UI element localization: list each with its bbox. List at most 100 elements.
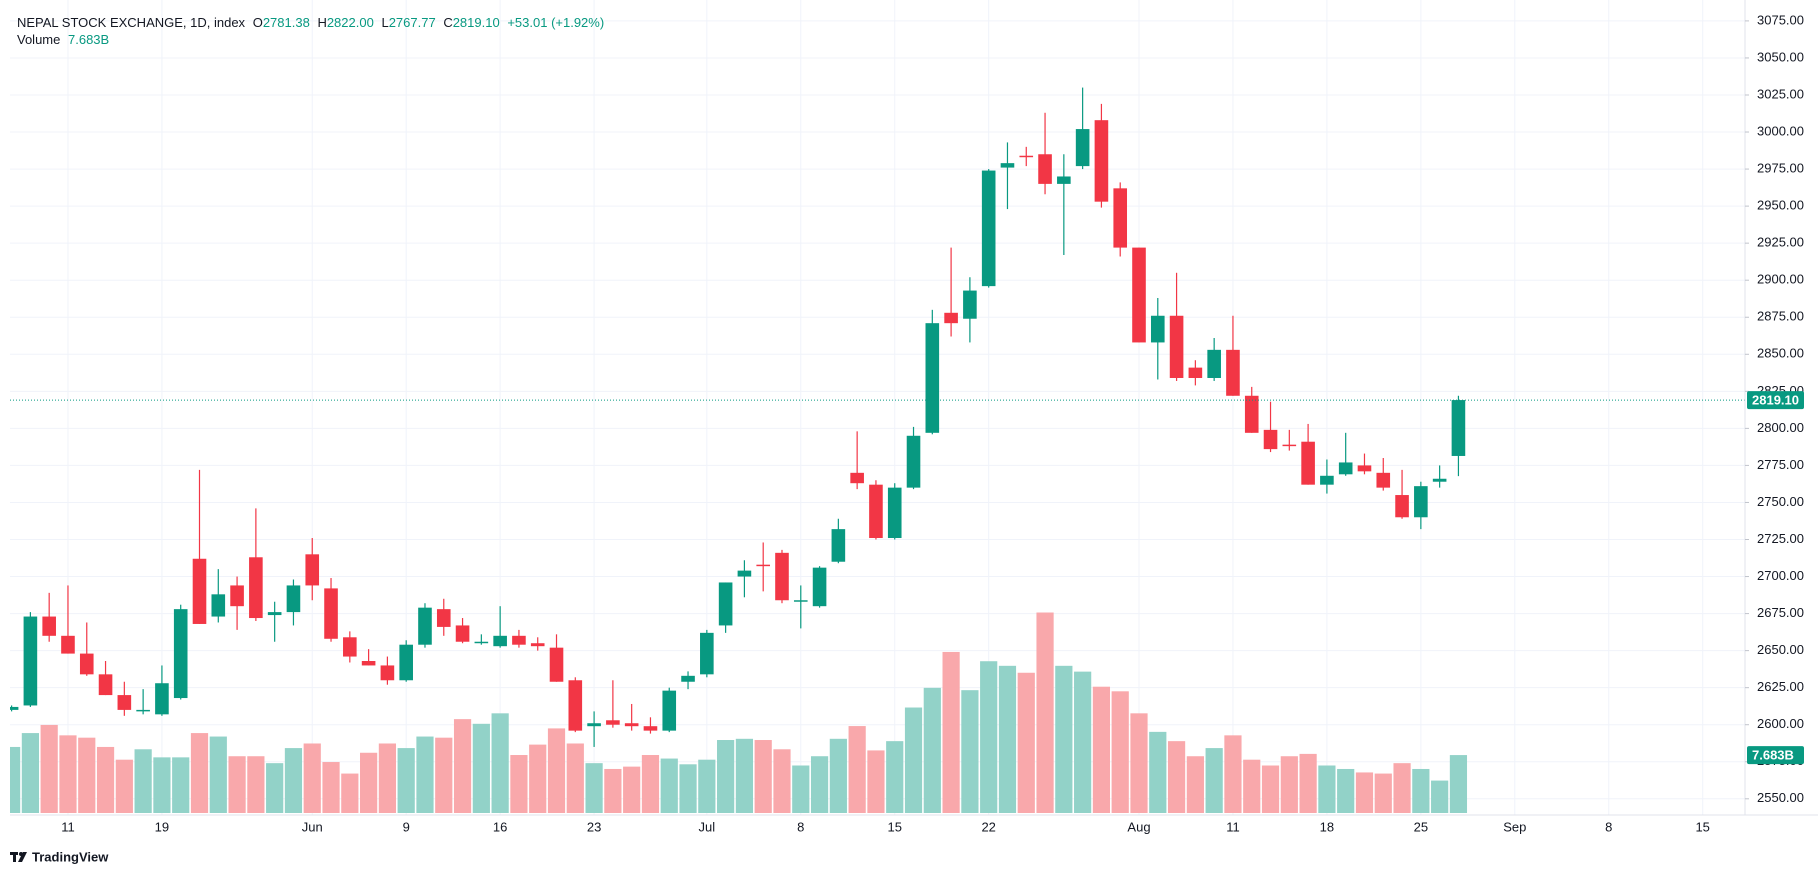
- candle-body: [700, 632, 714, 675]
- y-tick-label: 2925.00: [1757, 235, 1804, 250]
- logo-part: [13, 852, 16, 862]
- candle-body: [286, 585, 301, 613]
- volume-bar: [1337, 768, 1355, 813]
- candle-body: [1395, 495, 1409, 518]
- candle-body: [79, 653, 94, 675]
- candle-body: [1150, 315, 1165, 343]
- candle-body: [850, 472, 864, 484]
- volume-bar: [40, 724, 58, 813]
- legend-volume: Volume 7.683B: [17, 32, 109, 47]
- candle-body: [211, 594, 226, 617]
- volume-label: Volume: [17, 32, 60, 47]
- y-tick-label: 2675.00: [1757, 605, 1804, 620]
- candle-body: [493, 635, 507, 647]
- high-value: 2822.00: [327, 15, 374, 30]
- volume-bar: [1393, 763, 1411, 813]
- candle-body: [549, 647, 564, 682]
- volume-bar: [1318, 765, 1336, 813]
- axes: 2550.002575.002600.002625.002650.002675.…: [61, 12, 1804, 834]
- volume-bar: [679, 764, 697, 813]
- volume-bar: [510, 755, 528, 813]
- candle-body: [1320, 475, 1334, 485]
- volume-bar: [585, 763, 603, 813]
- volume-bar: [209, 736, 227, 813]
- volume-bar: [190, 733, 209, 813]
- y-tick-label: 2625.00: [1757, 679, 1804, 694]
- candle-body: [305, 554, 320, 586]
- volume-bar: [867, 750, 885, 813]
- candle-body: [963, 290, 977, 319]
- candle-body: [1038, 154, 1052, 184]
- candle-body: [380, 665, 395, 681]
- close-label: C: [443, 15, 452, 30]
- candle-body: [267, 612, 282, 616]
- candle-body: [512, 635, 526, 645]
- volume-bar: [21, 733, 39, 813]
- y-tick-label: 2600.00: [1757, 716, 1804, 731]
- volume-bar: [1261, 765, 1280, 813]
- candle-body: [1019, 155, 1034, 158]
- y-tick-label: 2700.00: [1757, 568, 1804, 583]
- volume-bar: [848, 726, 866, 813]
- x-tick-label: 18: [1320, 819, 1334, 834]
- volume-bar: [435, 737, 453, 813]
- volume-bar: [1449, 755, 1468, 813]
- x-tick-label: 15: [887, 819, 901, 834]
- y-tick-label: 2900.00: [1757, 272, 1804, 287]
- x-tick-label: 8: [1605, 819, 1612, 834]
- volume-bar: [1055, 665, 1073, 813]
- candle-body: [1338, 462, 1353, 475]
- x-tick-label: Sep: [1503, 819, 1526, 834]
- x-tick-label: 25: [1414, 819, 1428, 834]
- candle-body: [606, 720, 620, 725]
- x-tick-label: 8: [797, 819, 804, 834]
- x-tick-label: Jun: [302, 819, 323, 834]
- volume-bar: [641, 755, 660, 813]
- candle-body: [1414, 486, 1428, 518]
- x-tick-label: Jul: [699, 819, 716, 834]
- candle-body: [136, 709, 150, 712]
- candle-body: [981, 170, 996, 287]
- volume-bar: [78, 737, 96, 813]
- brand[interactable]: TradingView: [32, 849, 109, 864]
- price-tag-label: 2819.10: [1752, 393, 1799, 408]
- candle-body: [1244, 395, 1259, 433]
- volume-bar: [1092, 686, 1111, 813]
- volume-bar: [284, 748, 303, 813]
- volume-bar: [153, 757, 171, 813]
- volume-bar: [623, 766, 641, 813]
- candle-body: [361, 661, 376, 666]
- open-value: 2781.38: [263, 15, 310, 30]
- candle-body: [1376, 472, 1391, 488]
- volume-bar: [998, 665, 1017, 813]
- low-label: L: [381, 15, 388, 30]
- candle-body: [1301, 441, 1315, 485]
- volume-bar: [566, 743, 584, 813]
- symbol: NEPAL STOCK EXCHANGE, 1D, index: [17, 15, 246, 30]
- x-tick-label: 19: [155, 819, 169, 834]
- volume-bar: [453, 719, 472, 813]
- candle-body: [1000, 163, 1015, 168]
- plot-area: [10, 87, 1745, 813]
- volume-bar: [10, 746, 21, 813]
- candle-body: [775, 552, 789, 601]
- candle-body: [1188, 367, 1203, 378]
- volume-bar: [1355, 772, 1374, 813]
- volume-bar: [59, 735, 77, 813]
- volume-bar: [886, 741, 904, 813]
- volume-bar: [303, 743, 321, 813]
- candle-body: [662, 690, 677, 731]
- open-label: O: [253, 15, 263, 30]
- candle-body: [756, 564, 770, 567]
- x-tick-label: 11: [1226, 819, 1240, 834]
- candle-body: [23, 616, 38, 706]
- volume-bar: [341, 773, 359, 813]
- y-tick-label: 2800.00: [1757, 420, 1804, 435]
- volume-bar: [1412, 768, 1430, 813]
- candle-body: [718, 582, 733, 626]
- candle-body: [587, 723, 601, 727]
- candle-body: [906, 435, 921, 488]
- y-tick-label: 3075.00: [1757, 12, 1804, 27]
- volume-bar: [923, 687, 941, 813]
- high-label: H: [317, 15, 326, 30]
